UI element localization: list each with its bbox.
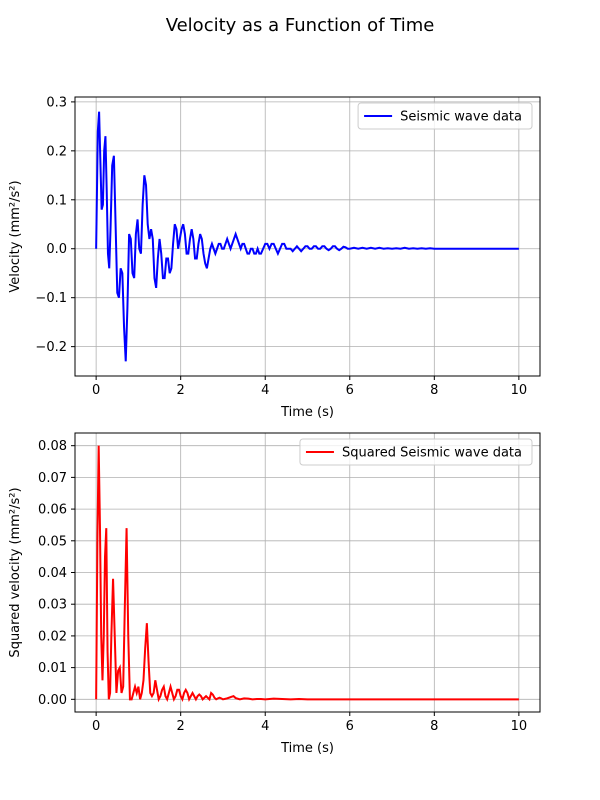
velocity-x-tick-label-5: 10 [511,383,528,398]
squared-velocity-y-tick-label-0: 0.00 [38,693,67,708]
squared-velocity-ticks: 0 2 4 6 8 10 0.00 0.01 0.02 0.03 0.04 0.05 0.06 0.07 0… [38,439,527,734]
squared-velocity-y-tick-label-3: 0.03 [38,598,67,613]
velocity-legend-box [357,102,533,130]
velocity-x-axis-label: Time (s) [280,405,334,420]
velocity-y-tick-label-3: 0.1 [46,193,67,208]
squared-velocity-y-tick-label-6: 0.06 [38,503,67,518]
velocity-grid [75,97,540,376]
velocity-ticks: 0 2 4 6 8 10 −0.2 −0.1 0.0 0.1 0.2 0.3 [35,95,527,398]
velocity-y-tick-label-0: −0.2 [35,340,67,355]
squared-velocity-x-axis-label: Time (s) [280,741,334,756]
velocity-x-tick-label-4: 8 [430,383,438,398]
squared-velocity-x-tick-label-4: 8 [430,719,438,734]
velocity-y-axis-label: Velocity (mm²/s²) [8,180,23,292]
squared-velocity-x-tick-label-1: 2 [177,719,185,734]
velocity-x-tick-label-3: 6 [346,383,354,398]
velocity-y-tick-label-2: 0.0 [46,242,67,257]
velocity-y-tick-label-5: 0.3 [46,95,67,110]
velocity-x-tick-label-1: 2 [177,383,185,398]
squared-velocity-y-tick-label-2: 0.02 [38,629,67,644]
squared-velocity-x-tick-label-0: 0 [92,719,100,734]
squared-velocity-y-tick-label-7: 0.07 [38,471,67,486]
velocity-legend: Seismic wave data [357,102,533,130]
velocity-plot: 0 2 4 6 8 10 −0.2 −0.1 0.0 0.1 0.2 0.3 Time (s) Vel… [8,95,541,420]
velocity-x-tick-label-0: 0 [92,383,100,398]
squared-velocity-y-tick-label-1: 0.01 [38,661,67,676]
figure-title: Velocity as a Function of Time [166,15,435,36]
squared-velocity-y-tick-label-4: 0.04 [38,566,67,581]
squared-velocity-legend-box [299,438,533,466]
squared-velocity-x-tick-label-2: 4 [261,719,269,734]
velocity-series-line [95,111,519,362]
squared-velocity-legend-label: Squared Seismic wave data [342,446,522,461]
squared-velocity-plot: 0 2 4 6 8 10 0.00 0.01 0.02 0.03 0.04 0.05 0.06 0.07 0… [8,432,541,756]
squared-velocity-series-line [95,445,519,703]
squared-velocity-y-axis-label: Squared velocity (mm²/s²) [8,487,23,657]
velocity-y-tick-label-1: −0.1 [35,291,67,306]
squared-velocity-x-tick-label-5: 10 [511,719,528,734]
squared-velocity-y-tick-label-5: 0.05 [38,534,67,549]
squared-velocity-y-tick-label-8: 0.08 [38,439,67,454]
velocity-x-tick-label-2: 4 [261,383,269,398]
squared-velocity-x-tick-label-3: 6 [346,719,354,734]
velocity-legend-label: Seismic wave data [400,110,522,125]
velocity-y-tick-label-4: 0.2 [46,144,67,159]
squared-velocity-legend: Squared Seismic wave data [299,438,533,466]
velocity-axes-frame [74,96,541,377]
